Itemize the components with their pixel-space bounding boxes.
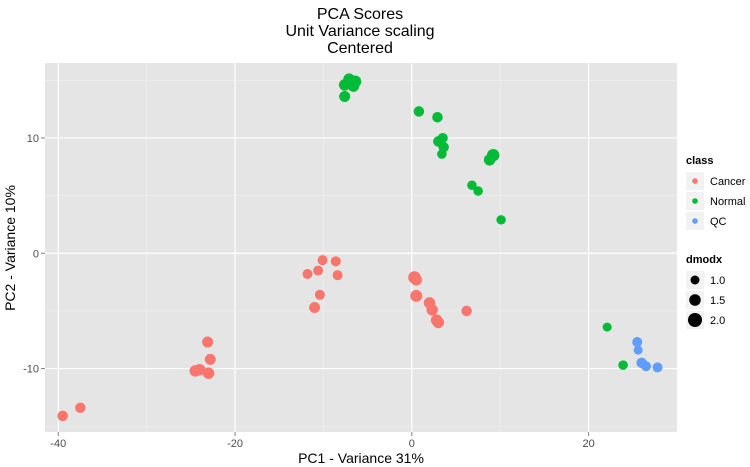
class-legend-title: class	[686, 155, 714, 167]
data-point-cancer	[330, 256, 341, 267]
data-point-cancer	[75, 402, 86, 414]
data-point-normal	[432, 111, 443, 123]
legend-size-key-1-5	[689, 294, 701, 306]
data-point-cancer	[202, 336, 214, 348]
y-tick-label: 10	[27, 133, 39, 145]
data-point-normal	[618, 360, 628, 370]
y-axis-title: PC2 - Variance 10%	[2, 185, 18, 311]
x-tick-label: -20	[227, 438, 243, 450]
data-point-qc	[632, 337, 643, 348]
data-point-qc	[633, 345, 643, 355]
data-point-normal	[602, 322, 612, 332]
legend-label-size-1-0: 1.0	[710, 275, 725, 287]
legend-key-normal	[692, 198, 698, 204]
data-point-cancer	[309, 301, 321, 313]
legend-size-key-2-0	[688, 313, 702, 327]
data-point-cancer	[202, 367, 215, 379]
data-point-cancer	[410, 274, 422, 286]
size-legend-title: dmodx	[686, 254, 723, 266]
data-point-normal	[437, 149, 447, 159]
data-point-cancer	[317, 255, 328, 266]
data-point-normal	[467, 180, 477, 190]
data-point-cancer	[302, 269, 313, 280]
legend-size-key-1-0	[690, 275, 700, 285]
chart-title-line-1: PCA Scores	[317, 6, 403, 23]
data-point-cancer	[432, 316, 445, 329]
legend-label-qc: QC	[710, 216, 727, 228]
data-point-cancer	[461, 305, 472, 317]
chart-title-line-2: Unit Variance scaling	[285, 23, 434, 40]
data-point-normal	[496, 215, 506, 225]
data-point-cancer	[410, 289, 423, 302]
x-tick-label: 0	[409, 438, 415, 450]
x-tick-label: -40	[50, 438, 66, 450]
data-point-cancer	[426, 304, 438, 316]
grid-lines	[45, 63, 678, 432]
plot-panel	[45, 63, 677, 432]
class-legend: class Cancer Normal QC	[686, 155, 746, 230]
data-point-cancer	[313, 265, 324, 276]
axis-ticks: -40 -20 0 20 -10 0 10	[23, 133, 595, 450]
data-point-qc	[641, 361, 652, 372]
y-tick-label: -10	[23, 364, 39, 376]
data-point-qc	[652, 362, 663, 373]
legend-label-size-2-0: 2.0	[710, 315, 725, 327]
legend-key-qc	[692, 218, 698, 224]
data-point-normal	[413, 106, 425, 117]
x-tick-label: 20	[582, 438, 594, 450]
data-point-cancer	[57, 410, 68, 422]
legend-label-normal: Normal	[710, 196, 745, 208]
data-point-cancer	[204, 353, 216, 365]
data-points	[57, 73, 663, 422]
data-point-cancer	[332, 270, 343, 281]
data-point-normal	[339, 90, 351, 102]
legend-key-cancer	[692, 178, 698, 184]
data-point-cancer	[193, 363, 206, 376]
data-point-cancer	[314, 289, 325, 300]
data-point-normal	[347, 80, 360, 92]
data-point-normal	[473, 186, 483, 196]
size-legend: dmodx 1.0 1.5 2.0	[686, 254, 725, 329]
chart-title-line-3: Centered	[327, 40, 393, 57]
x-axis-title: PC1 - Variance 31%	[298, 450, 424, 466]
data-point-normal	[483, 154, 496, 166]
legend-label-cancer: Cancer	[710, 176, 746, 188]
y-tick-label: 0	[33, 248, 39, 260]
legend-label-size-1-5: 1.5	[710, 295, 725, 307]
